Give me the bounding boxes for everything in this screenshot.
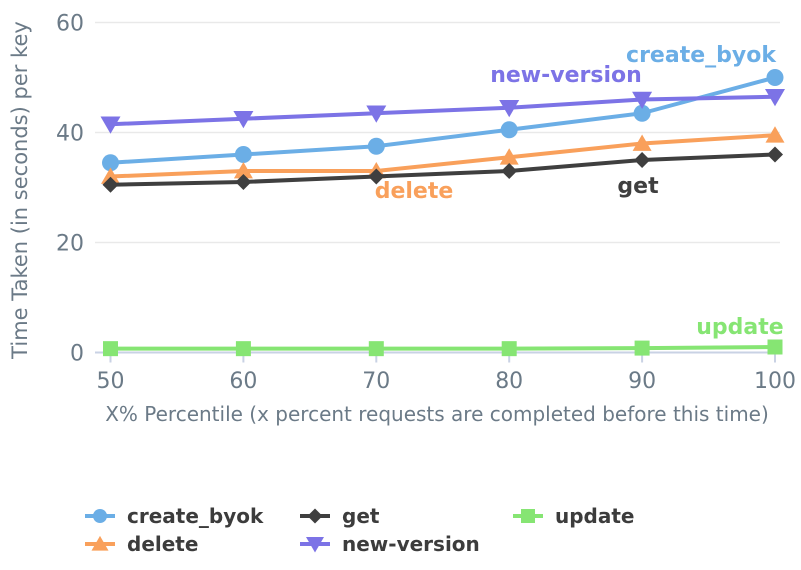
marker-create_byok-x50[interactable] xyxy=(102,154,119,172)
marker-delete-x100[interactable] xyxy=(765,126,785,143)
series-line-new-version[interactable] xyxy=(108,94,777,127)
x-tick-label-60: 60 xyxy=(229,369,257,394)
marker-new-version-x60[interactable] xyxy=(233,110,254,129)
y-tick-label-60: 60 xyxy=(56,12,84,37)
series-line-update[interactable] xyxy=(108,345,777,351)
marker-delete-x80[interactable] xyxy=(499,148,519,165)
marker-update-x80[interactable] xyxy=(501,341,517,357)
marker-create_byok-x90[interactable] xyxy=(633,104,651,122)
legend-item-get[interactable]: get xyxy=(300,502,513,530)
legend-item-create_byok[interactable]: create_byok xyxy=(85,502,300,530)
marker-get-x90[interactable] xyxy=(634,152,651,168)
series-update xyxy=(103,339,783,357)
y-tick-label-40: 40 xyxy=(56,122,84,147)
x-tick-label-80: 80 xyxy=(495,369,523,394)
marker-new-version-x70[interactable] xyxy=(366,105,387,123)
x-tick-label-50: 50 xyxy=(97,369,125,394)
series-label-get: get xyxy=(617,174,659,199)
marker-create_byok-x70[interactable] xyxy=(367,137,385,155)
series-label-delete: delete xyxy=(375,179,454,204)
marker-create_byok-x100[interactable] xyxy=(766,69,784,86)
y-axis-title: Time Taken (in seconds) per key xyxy=(8,21,32,359)
series-line-create_byok[interactable] xyxy=(108,75,777,165)
marker-get-x50[interactable] xyxy=(102,176,119,193)
legend-item-update[interactable]: update xyxy=(513,502,635,530)
marker-create_byok-x80[interactable] xyxy=(500,121,518,139)
marker-get-x70[interactable] xyxy=(368,168,385,185)
marker-new-version-x80[interactable] xyxy=(499,99,520,118)
marker-update-x60[interactable] xyxy=(235,341,251,357)
y-tick-label-20: 20 xyxy=(56,232,84,257)
legend-item-delete[interactable]: delete xyxy=(85,530,300,558)
x-tick-label-90: 90 xyxy=(628,369,656,394)
legend-label: delete xyxy=(127,532,199,556)
marker-get-x100[interactable] xyxy=(767,146,783,163)
marker-get-x80[interactable] xyxy=(501,163,518,179)
series-new-version xyxy=(100,88,785,134)
legend-item-new-version[interactable]: new-version xyxy=(300,530,513,558)
legend-label: create_byok xyxy=(127,504,264,528)
legend-label: new-version xyxy=(342,532,480,556)
legend-marker-diamond-icon xyxy=(300,508,330,524)
marker-get-x60[interactable] xyxy=(235,174,252,190)
series-label-create_byok: create_byok xyxy=(626,43,777,68)
series-get xyxy=(102,146,783,193)
series-create_byok xyxy=(102,69,784,172)
marker-update-x50[interactable] xyxy=(103,341,118,357)
marker-update-x70[interactable] xyxy=(368,341,384,357)
legend-label: update xyxy=(555,504,635,528)
marker-create_byok-x60[interactable] xyxy=(234,146,252,163)
marker-delete-x60[interactable] xyxy=(233,161,253,179)
series-label-update: update xyxy=(696,315,783,340)
marker-delete-x90[interactable] xyxy=(632,134,652,151)
marker-new-version-x50[interactable] xyxy=(100,116,121,134)
x-tick-label-100: 100 xyxy=(754,369,796,394)
series-label-new-version: new-version xyxy=(490,63,642,88)
marker-new-version-x90[interactable] xyxy=(632,91,653,109)
legend-marker-triangle-down-icon xyxy=(300,536,330,553)
marker-new-version-x100[interactable] xyxy=(765,88,785,107)
x-tick-label-70: 70 xyxy=(362,369,390,394)
y-tick-label-0: 0 xyxy=(70,342,84,367)
series-line-get[interactable] xyxy=(108,152,777,187)
marker-update-x90[interactable] xyxy=(634,340,650,356)
legend-marker-triangle-up-icon xyxy=(85,535,115,551)
legend-marker-circle-icon xyxy=(85,509,115,523)
series-line-delete[interactable] xyxy=(108,133,777,179)
legend-label: get xyxy=(342,504,380,528)
legend-marker-square-icon xyxy=(513,509,543,523)
marker-delete-x50[interactable] xyxy=(101,167,120,184)
x-axis-title: X% Percentile (x percent requests are co… xyxy=(105,402,769,426)
marker-update-x100[interactable] xyxy=(767,339,783,355)
